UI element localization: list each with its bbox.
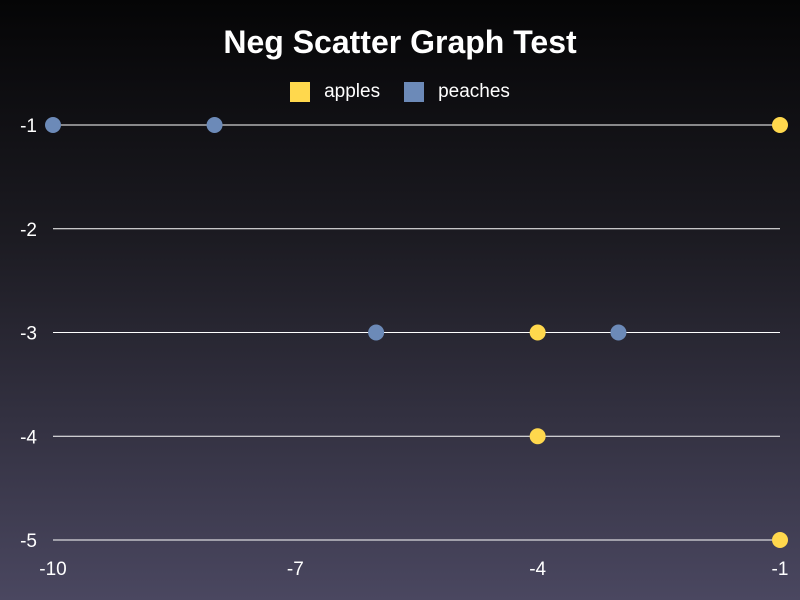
y-tick-label: -1 bbox=[20, 116, 37, 137]
data-point-peaches[interactable] bbox=[368, 324, 385, 341]
data-point-peaches[interactable] bbox=[206, 117, 223, 133]
data-point-apples[interactable] bbox=[772, 532, 788, 548]
data-point-peaches[interactable] bbox=[45, 117, 61, 133]
data-point-apples[interactable] bbox=[529, 324, 546, 341]
legend-label-apples: apples bbox=[324, 81, 381, 102]
x-tick-label: -7 bbox=[287, 559, 304, 580]
legend-swatch-peaches bbox=[404, 82, 425, 102]
x-tick-label: -1 bbox=[772, 559, 789, 580]
legend: apples peaches bbox=[0, 80, 800, 104]
data-point-apples[interactable] bbox=[772, 117, 788, 133]
x-tick-label: -10 bbox=[39, 559, 66, 580]
chart-title: Neg Scatter Graph Test bbox=[223, 24, 577, 60]
legend-swatch-apples bbox=[290, 82, 311, 102]
legend-label-peaches: peaches bbox=[438, 81, 510, 102]
y-tick-label: -4 bbox=[20, 427, 37, 448]
y-tick-label: -2 bbox=[20, 220, 37, 241]
y-tick-label: -5 bbox=[20, 531, 37, 552]
legend-item-peaches[interactable]: peaches bbox=[404, 80, 510, 104]
data-point-apples[interactable] bbox=[529, 428, 546, 445]
x-tick-label: -4 bbox=[529, 559, 546, 580]
data-point-peaches[interactable] bbox=[610, 324, 627, 341]
legend-item-apples[interactable]: apples bbox=[290, 80, 380, 104]
y-tick-label: -3 bbox=[20, 324, 37, 345]
